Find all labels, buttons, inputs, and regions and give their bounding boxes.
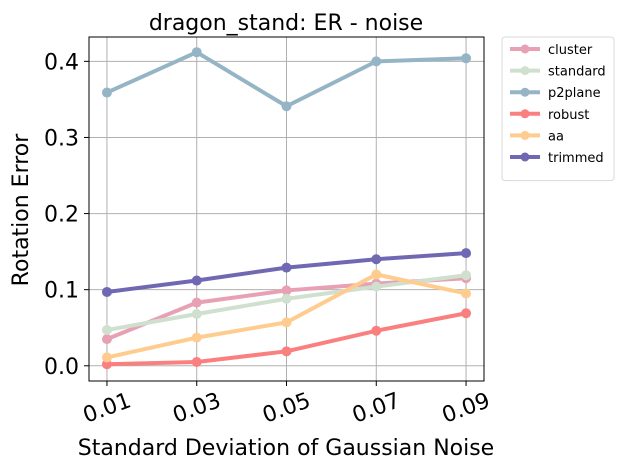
chart-title: dragon_stand: ER - noise	[149, 11, 423, 36]
legend-swatch-marker	[520, 87, 530, 97]
x-tick-label: 0.01	[80, 388, 135, 428]
data-point-trimmed	[461, 248, 472, 259]
data-point-aa	[101, 352, 112, 363]
data-point-p2plane	[281, 101, 292, 112]
y-tick-label: 0.1	[44, 279, 79, 304]
data-point-p2plane	[371, 56, 382, 67]
series-p2plane	[101, 47, 472, 112]
data-point-trimmed	[281, 262, 292, 273]
x-tick-label: 0.09	[439, 388, 494, 428]
data-point-cluster	[101, 334, 112, 345]
data-point-trimmed	[371, 254, 382, 265]
legend-item-cluster: cluster	[510, 43, 593, 58]
data-point-robust	[191, 356, 202, 367]
data-point-robust	[371, 325, 382, 336]
legend-swatch-marker	[520, 109, 530, 119]
series-trimmed	[101, 248, 472, 297]
data-point-p2plane	[101, 87, 112, 98]
data-point-robust	[461, 308, 472, 319]
data-point-trimmed	[191, 275, 202, 286]
legend-item-p2plane: p2plane	[510, 86, 601, 101]
legend-label: standard	[548, 65, 606, 80]
plot-area-frame	[88, 36, 485, 382]
legend-label: robust	[548, 108, 589, 123]
data-point-standard	[281, 293, 292, 304]
data-point-standard	[461, 270, 472, 281]
legend-box	[501, 36, 615, 182]
legend-swatch-marker	[520, 130, 530, 140]
series-lines	[101, 47, 472, 370]
legend-swatch-marker	[520, 44, 530, 54]
grid-lines	[89, 37, 484, 381]
legend-item-standard: standard	[510, 65, 606, 80]
legend-swatch-marker	[520, 152, 530, 162]
data-point-robust	[101, 359, 112, 370]
data-point-aa	[191, 332, 202, 343]
y-tick-label: 0.2	[44, 203, 79, 228]
data-point-trimmed	[101, 286, 112, 297]
legend-swatch-marker	[520, 66, 530, 76]
axis-ticks: 0.01 0.03 0.05 0.07 0.09 0.0 0.1 0.2 0.3 0.4	[44, 50, 494, 428]
legend-label: trimmed	[548, 151, 604, 166]
legend-item-aa: aa	[510, 129, 564, 144]
data-point-p2plane	[461, 53, 472, 64]
data-point-standard	[101, 325, 112, 336]
data-point-standard	[371, 281, 382, 292]
legend-label: aa	[548, 129, 564, 144]
legend-item-trimmed: trimmed	[510, 151, 604, 166]
y-tick-label: 0.4	[44, 50, 79, 75]
data-point-p2plane	[191, 47, 202, 58]
legend-label: cluster	[548, 43, 593, 58]
x-tick-label: 0.07	[349, 388, 404, 428]
data-point-aa	[281, 317, 292, 328]
y-axis-label: Rotation Error	[9, 133, 34, 287]
data-point-standard	[191, 309, 202, 320]
series-robust	[101, 308, 472, 370]
legend: cluster standard p2plane robust aa trimmed	[501, 36, 615, 182]
legend-label: p2plane	[548, 86, 601, 101]
x-tick-label: 0.05	[259, 388, 314, 428]
data-point-aa	[461, 288, 472, 299]
y-tick-label: 0.0	[44, 355, 79, 380]
data-point-cluster	[191, 297, 202, 308]
legend-item-robust: robust	[510, 108, 589, 123]
data-point-aa	[371, 269, 382, 280]
x-tick-label: 0.03	[170, 388, 225, 428]
x-axis-label: Standard Deviation of Gaussian Noise	[78, 436, 494, 461]
y-tick-label: 0.3	[44, 126, 79, 151]
data-point-robust	[281, 346, 292, 357]
data-point-cluster	[281, 285, 292, 296]
series-aa	[101, 269, 472, 363]
